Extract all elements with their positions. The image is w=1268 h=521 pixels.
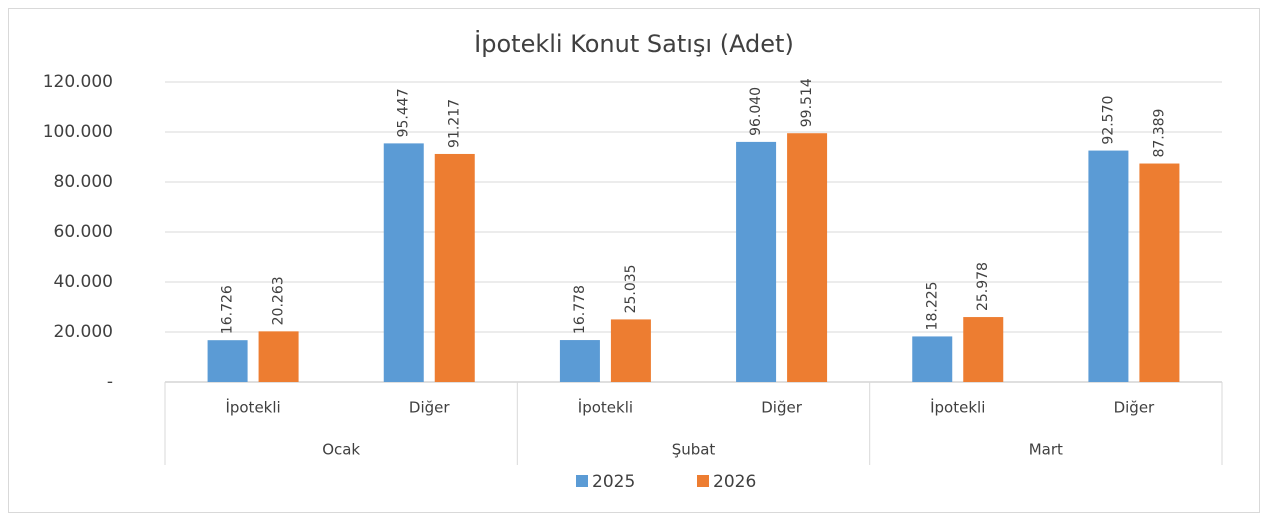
bar [610,319,651,382]
bar [1088,150,1129,382]
y-tick-label: 100.000 [43,122,113,142]
x-tick-label: İpotekli [578,398,633,417]
legend-swatch [697,475,709,487]
value-label: 99.514 [799,78,815,127]
bar [434,153,475,382]
x-tick-label: İpotekli [225,398,280,417]
value-label: 25.978 [975,262,991,311]
group-label: Ocak [322,441,360,459]
legend-swatch [576,475,588,487]
value-label: 20.263 [271,276,287,325]
y-tick-label: 20.000 [54,322,113,342]
x-tick-label: Diğer [409,399,450,417]
value-label: 96.040 [748,87,764,136]
value-label: 91.217 [447,99,463,148]
legend-label: 2026 [713,472,756,492]
y-tick-label: 120.000 [43,72,113,92]
value-label: 16.778 [572,285,588,334]
bar [963,317,1004,382]
value-label: 95.447 [396,88,412,137]
x-tick-label: Diğer [761,399,802,417]
value-label: 18.225 [924,281,940,330]
group-label: Mart [1029,441,1063,459]
bar [258,331,299,382]
y-tick-label: 60.000 [54,222,113,242]
chart-title: İpotekli Konut Satışı (Adet) [474,29,794,58]
x-tick-label: Diğer [1114,399,1155,417]
bar [912,336,953,382]
legend-label: 2025 [592,472,635,492]
bar [736,141,777,382]
bar [1139,163,1180,382]
value-label: 92.570 [1100,96,1116,145]
bar [559,340,600,382]
y-tick-label: - [107,372,113,392]
group-label: Şubat [672,441,716,459]
value-label: 87.389 [1151,109,1167,158]
value-label: 25.035 [623,264,639,313]
y-tick-label: 80.000 [54,172,113,192]
chart-border [8,8,1260,513]
bar [207,340,248,382]
value-label: 16.726 [220,285,236,334]
x-tick-label: İpotekli [930,398,985,417]
bar [383,143,424,382]
bar [787,133,828,382]
y-tick-label: 40.000 [54,272,113,292]
